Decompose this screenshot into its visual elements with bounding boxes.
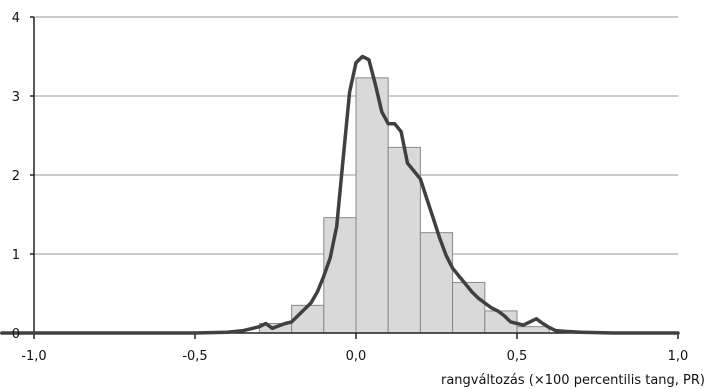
x-tick-label-3: 0,5 (507, 349, 528, 364)
x-tick-labels: -1,0 -0,5 0,0 0,5 1,0 (21, 349, 688, 364)
x-tick-label-0: -1,0 (21, 349, 46, 364)
y-tick-label-1: 1 (12, 248, 20, 263)
x-tick-label-1: -0,5 (182, 349, 207, 364)
histogram-bar-4 (387, 146, 421, 334)
x-tick-label-2: 0,0 (346, 349, 367, 364)
y-tick-label-0: 0 (12, 327, 20, 342)
density-curve-group (0, 54, 680, 335)
histogram-bars (258, 77, 550, 334)
histogram-bar-8 (516, 326, 550, 334)
histogram-bar-2 (323, 217, 357, 334)
y-tick-label-2: 2 (12, 169, 20, 184)
x-tick-label-4: 1,0 (668, 349, 689, 364)
y-tick-label-3: 3 (12, 90, 20, 105)
y-tick-labels: 0 1 2 3 4 (12, 11, 20, 342)
y-tick-label-4: 4 (12, 11, 20, 26)
histogram-bar-5 (419, 232, 454, 334)
density-curve (0, 54, 680, 335)
x-axis-title: rangváltozás (×100 percentilis tang, PR) (441, 373, 705, 388)
